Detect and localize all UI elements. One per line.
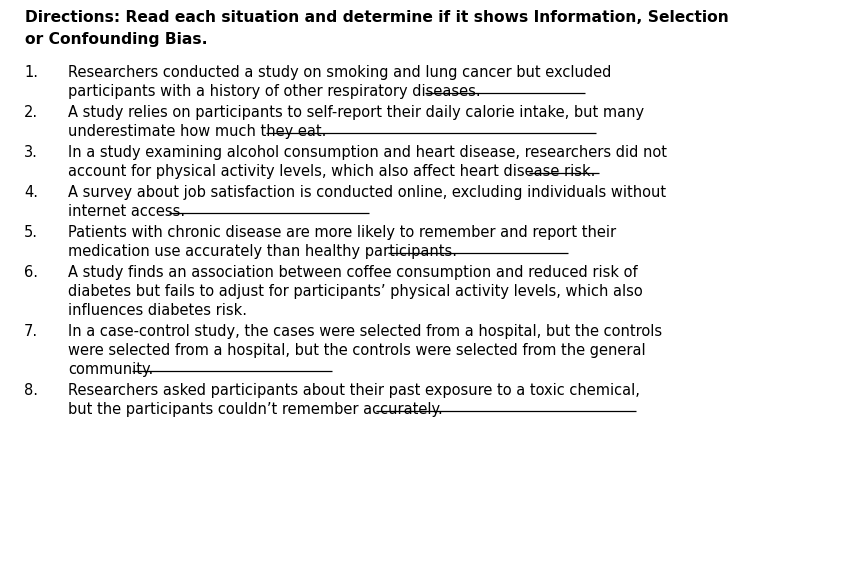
Text: Researchers conducted a study on smoking and lung cancer but excluded: Researchers conducted a study on smoking…: [68, 65, 611, 80]
Text: medication use accurately than healthy participants.: medication use accurately than healthy p…: [68, 244, 457, 259]
Text: 8.: 8.: [24, 383, 38, 398]
Text: Researchers asked participants about their past exposure to a toxic chemical,: Researchers asked participants about the…: [68, 383, 640, 398]
Text: community.: community.: [68, 362, 153, 377]
Text: participants with a history of other respiratory diseases.: participants with a history of other res…: [68, 84, 480, 99]
Text: 5.: 5.: [24, 225, 38, 240]
Text: In a case-control study, the cases were selected from a hospital, but the contro: In a case-control study, the cases were …: [68, 324, 662, 339]
Text: 4.: 4.: [24, 185, 38, 200]
Text: A survey about job satisfaction is conducted online, excluding individuals witho: A survey about job satisfaction is condu…: [68, 185, 666, 200]
Text: account for physical activity levels, which also affect heart disease risk.: account for physical activity levels, wh…: [68, 164, 595, 179]
Text: influences diabetes risk.: influences diabetes risk.: [68, 303, 247, 318]
Text: or Confounding Bias.: or Confounding Bias.: [25, 32, 208, 47]
Text: A study relies on participants to self-report their daily calorie intake, but ma: A study relies on participants to self-r…: [68, 105, 644, 120]
Text: 6.: 6.: [24, 265, 38, 280]
Text: Directions: Read each situation and determine if it shows Information, Selection: Directions: Read each situation and dete…: [25, 10, 728, 25]
Text: internet access.: internet access.: [68, 204, 185, 219]
Text: Patients with chronic disease are more likely to remember and report their: Patients with chronic disease are more l…: [68, 225, 616, 240]
Text: 1.: 1.: [24, 65, 38, 80]
Text: In a study examining alcohol consumption and heart disease, researchers did not: In a study examining alcohol consumption…: [68, 145, 667, 160]
Text: 2.: 2.: [24, 105, 38, 120]
Text: were selected from a hospital, but the controls were selected from the general: were selected from a hospital, but the c…: [68, 343, 646, 358]
Text: underestimate how much they eat.: underestimate how much they eat.: [68, 124, 326, 139]
Text: A study finds an association between coffee consumption and reduced risk of: A study finds an association between cof…: [68, 265, 638, 280]
Text: but the participants couldn’t remember accurately.: but the participants couldn’t remember a…: [68, 402, 443, 417]
Text: 7.: 7.: [24, 324, 38, 339]
Text: 3.: 3.: [24, 145, 38, 160]
Text: diabetes but fails to adjust for participants’ physical activity levels, which a: diabetes but fails to adjust for partici…: [68, 284, 643, 299]
